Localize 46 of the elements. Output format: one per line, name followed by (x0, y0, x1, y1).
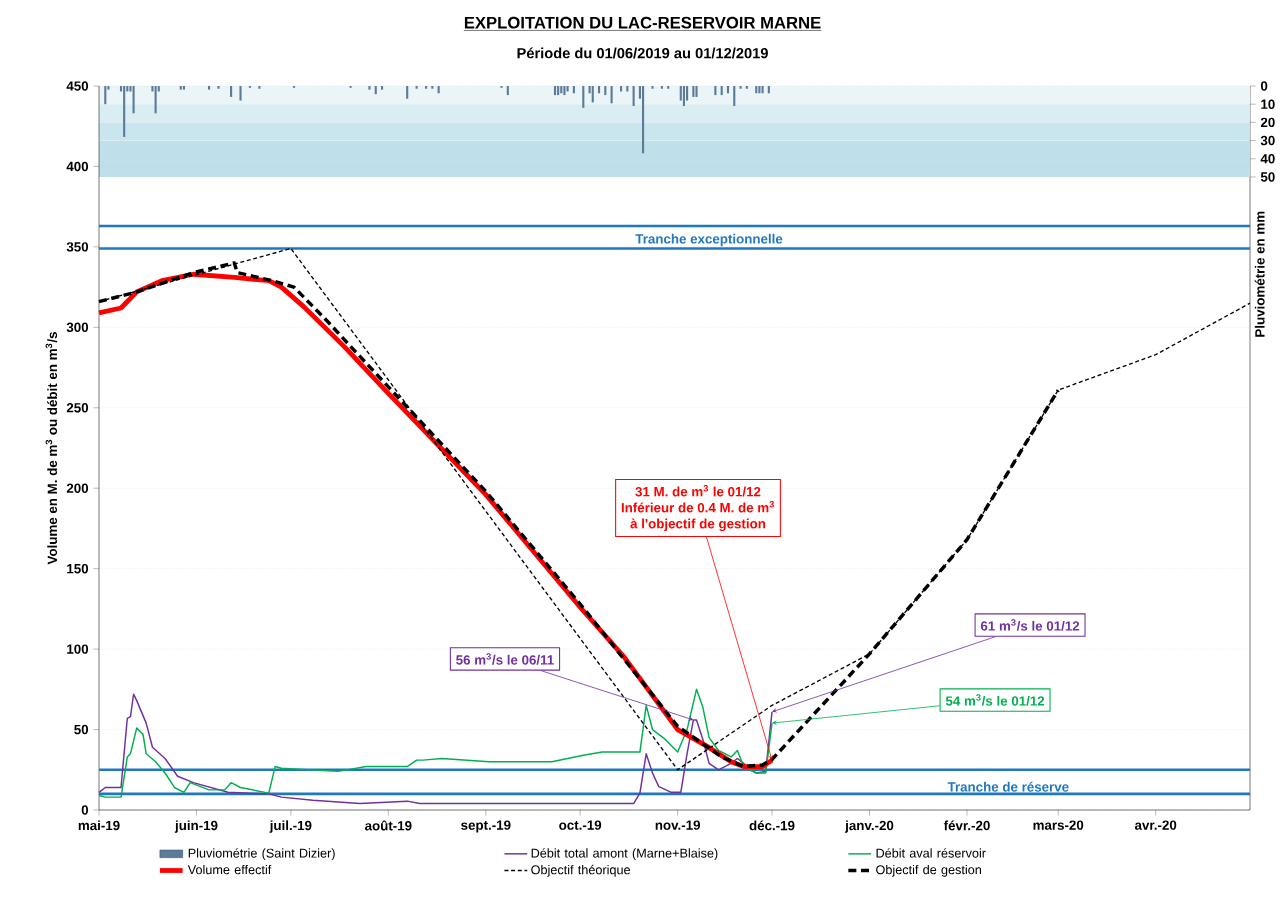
x-tick-label: mars-20 (1033, 820, 1084, 830)
ref-line-label: Tranche de réserve (947, 781, 1069, 792)
annotation: à l'objectif de gestion (630, 518, 766, 532)
legend-label: Débit total amont (Marne+Blaise) (531, 848, 718, 861)
x-tick-label: sept.-19 (461, 820, 511, 833)
y-tick-label: 450 (66, 81, 89, 91)
annotation: 31 M. de m$^{3}$ le 01/12 (635, 484, 761, 497)
legend-label: Objectif théorique (531, 864, 631, 877)
x-tick-label: févr.-20 (943, 820, 990, 831)
y-tick-label: 50 (74, 724, 89, 735)
y2-tick-label: 50 (1260, 172, 1275, 182)
y-tick-label: 200 (66, 483, 89, 493)
y2-axis-title: Pluviométrie en mm (1254, 211, 1265, 337)
y-tick-label: 400 (66, 161, 89, 172)
y-tick-label: 350 (66, 242, 89, 252)
y-tick-label: 250 (66, 403, 89, 413)
x-tick-label: juil.-19 (269, 820, 312, 833)
x-tick-label: août-19 (365, 820, 412, 831)
x-tick-label: déc.-19 (749, 820, 795, 831)
x-tick-label: avr.-20 (1134, 820, 1177, 830)
annotation: 56 m$^{3}$/s le 06/11 (456, 653, 554, 665)
x-tick-label: nov.-19 (655, 820, 701, 830)
y2-tick-label: 10 (1261, 99, 1275, 109)
y2-tick-label: 0 (1260, 81, 1268, 91)
y2-tick-label: 20 (1260, 117, 1275, 128)
annotation: 54 m$^{3}$/s le 01/12 (945, 694, 1045, 706)
y-tick-label: 100 (67, 644, 89, 654)
x-tick-label: janv.-20 (844, 820, 894, 833)
y-tick-label: 0 (81, 805, 89, 815)
legend-label: Objectif de gestion (876, 864, 981, 877)
y-tick-label: 300 (66, 322, 89, 333)
x-tick-label: juin-19 (174, 820, 218, 833)
y-tick-label: 150 (67, 563, 89, 574)
ref-line-label: Tranche exceptionnelle (635, 233, 783, 247)
y2-tick-label: 30 (1260, 135, 1275, 146)
chart-subtitle: Période du 01/06/2019 au 01/12/2019 (517, 47, 768, 59)
y2-tick-label: 40 (1260, 154, 1275, 164)
legend-label: Débit aval réservoir (876, 848, 986, 858)
x-tick-label: oct.-19 (559, 820, 602, 830)
annotation: Inférieur de 0.4 M. de m$^{3}$ (621, 500, 775, 513)
x-tick-label: mai-19 (78, 820, 120, 831)
y-axis-title: Volume en M. de m$^{3}$ ou débit en m$^{3}$/s (45, 332, 58, 565)
chart-title: EXPLOITATION DU LAC-RESERVOIR MARNE (464, 16, 821, 29)
annotation: 61 m$^{3}$/s le 01/12 (980, 619, 1080, 631)
legend-label: Pluviométrie (Saint Dizier) (188, 848, 335, 861)
legend-label: Volume effectif (187, 864, 272, 875)
